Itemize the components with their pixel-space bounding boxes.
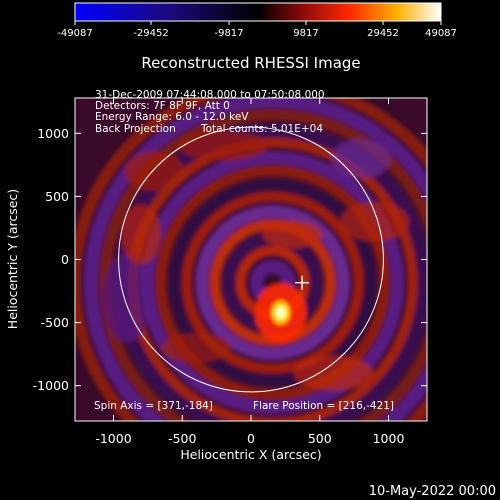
colorbar-tick-label: 9817 [293, 28, 318, 39]
colorbar [74, 2, 442, 22]
y-tick-label: 0 [61, 252, 69, 267]
x-tick-label: -1000 [95, 431, 131, 446]
y-tick-label: -500 [41, 315, 69, 330]
spin-axis-marker [295, 275, 310, 290]
date-stamp: 10-May-2022 00:00 [369, 484, 496, 499]
x-axis-label: Heliocentric X (arcsec) [180, 447, 321, 462]
spin-axis-label: Spin Axis = [371,-184] [94, 400, 213, 412]
colorbar-tick-label: -9817 [214, 28, 243, 39]
colorbar-tick-label: 49087 [425, 28, 457, 39]
flare-position-label: Flare Position = [216,-421] [253, 400, 394, 412]
x-tick-label: 0 [247, 431, 255, 446]
annotation-method: Back Projection [95, 123, 176, 135]
annotation-detectors: Detectors: 7F 8F 9F, Att 0 [95, 100, 230, 112]
x-axis: -1000 -500 0 500 1000 [95, 98, 404, 446]
annotation-block: 31-Dec-2009 07:44:08.000 to 07:50:08.000… [95, 89, 325, 135]
chart-title: Reconstructed RHESSI Image [141, 54, 360, 72]
solar-disk-circle [118, 126, 384, 393]
y-axis-label: Heliocentric Y (arcsec) [5, 189, 20, 329]
y-tick-label: 500 [45, 189, 69, 204]
colorbar-tick-label: -49087 [57, 28, 92, 39]
x-tick-label: 1000 [373, 431, 405, 446]
annotation-counts: Total counts: 5.01E+04 [200, 123, 323, 135]
x-tick-label: 500 [308, 431, 332, 446]
colorbar-tick-label: -29452 [133, 28, 168, 39]
colorbar-ticks: -49087 -29452 -9817 9817 29452 49087 [57, 21, 457, 39]
flare-source [266, 295, 295, 330]
y-tick-label: -1000 [33, 378, 69, 393]
annotation-energy: Energy Range: 6.0 - 12.0 keV [95, 111, 249, 123]
y-axis: -1000 -500 0 500 1000 [33, 126, 427, 393]
x-tick-label: -500 [168, 431, 196, 446]
y-tick-label: 1000 [37, 126, 69, 141]
colorbar-tick-label: 29452 [367, 28, 399, 39]
heatmap-image [75, 98, 427, 421]
annotation-time: 31-Dec-2009 07:44:08.000 to 07:50:08.000 [95, 89, 325, 101]
